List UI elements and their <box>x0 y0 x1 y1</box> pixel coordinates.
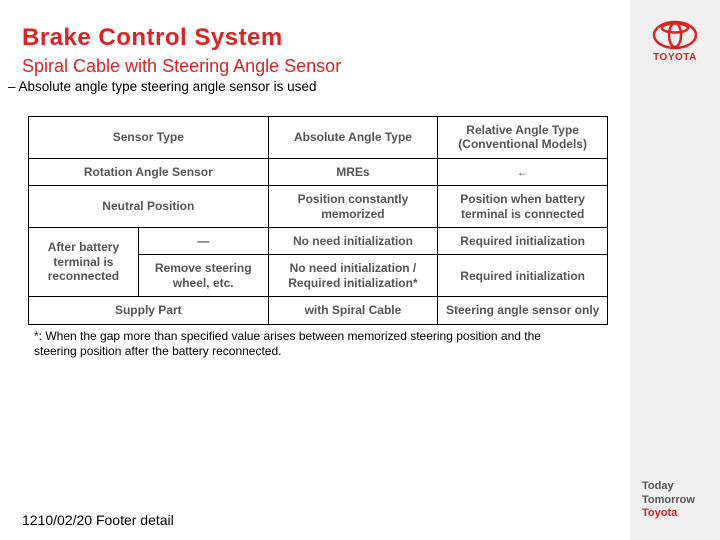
table-footnote: *: When the gap more than specified valu… <box>0 325 560 360</box>
cell-supply-abs: with Spiral Cable <box>268 297 438 324</box>
content-area: Brake Control System Spiral Cable with S… <box>0 0 630 540</box>
brand-sidebar: TOYOTA Today Tomorrow Toyota <box>630 0 720 540</box>
cell-neutral-rel: Position when battery terminal is connec… <box>438 186 608 228</box>
comparison-table-wrap: Sensor Type Absolute Angle Type Relative… <box>0 94 630 325</box>
toyota-emblem-icon <box>652 20 698 50</box>
cell-supply-rel: Steering angle sensor only <box>438 297 608 324</box>
table-row: Supply Part with Spiral Cable Steering a… <box>29 297 608 324</box>
slide: TOYOTA Today Tomorrow Toyota Brake Contr… <box>0 0 720 540</box>
header-absolute: Absolute Angle Type <box>268 117 438 159</box>
slide-title: Brake Control System <box>0 0 630 52</box>
cell-after1-rel: Required initialization <box>438 227 608 254</box>
table-header-row: Sensor Type Absolute Angle Type Relative… <box>29 117 608 159</box>
slide-footer: 1210/02/20 Footer detail <box>22 512 174 528</box>
cell-neutral-abs: Position constantly memorized <box>268 186 438 228</box>
tagline-line-3: Toyota <box>642 507 695 520</box>
cell-after2-sub: Remove steering wheel, etc. <box>138 255 268 297</box>
header-sensor-type: Sensor Type <box>29 117 269 159</box>
cell-after2-rel: Required initialization <box>438 255 608 297</box>
tagline-line-2: Tomorrow <box>642 494 695 507</box>
cell-neutral-label: Neutral Position <box>29 186 269 228</box>
table-row: After battery terminal is reconnected — … <box>29 227 608 254</box>
table-row: Neutral Position Position constantly mem… <box>29 186 608 228</box>
tagline-line-1: Today <box>642 480 695 493</box>
table-row: Rotation Angle Sensor MREs ← <box>29 158 608 185</box>
cell-supply-label: Supply Part <box>29 297 269 324</box>
comparison-table: Sensor Type Absolute Angle Type Relative… <box>28 116 608 325</box>
header-relative: Relative Angle Type (Conventional Models… <box>438 117 608 159</box>
brand-name: TOYOTA <box>630 52 720 63</box>
cell-rotation-abs: MREs <box>268 158 438 185</box>
brand-tagline: Today Tomorrow Toyota <box>642 480 695 520</box>
slide-bullet: – Absolute angle type steering angle sen… <box>0 77 630 94</box>
cell-after2-abs: No need initialization / Required initia… <box>268 255 438 297</box>
cell-rotation-rel: ← <box>438 158 608 185</box>
cell-rotation-label: Rotation Angle Sensor <box>29 158 269 185</box>
slide-subtitle: Spiral Cable with Steering Angle Sensor <box>0 52 630 77</box>
cell-after1-sub: — <box>138 227 268 254</box>
cell-after-label: After battery terminal is reconnected <box>29 227 139 296</box>
cell-after1-abs: No need initialization <box>268 227 438 254</box>
brand-logo: TOYOTA <box>630 20 720 63</box>
